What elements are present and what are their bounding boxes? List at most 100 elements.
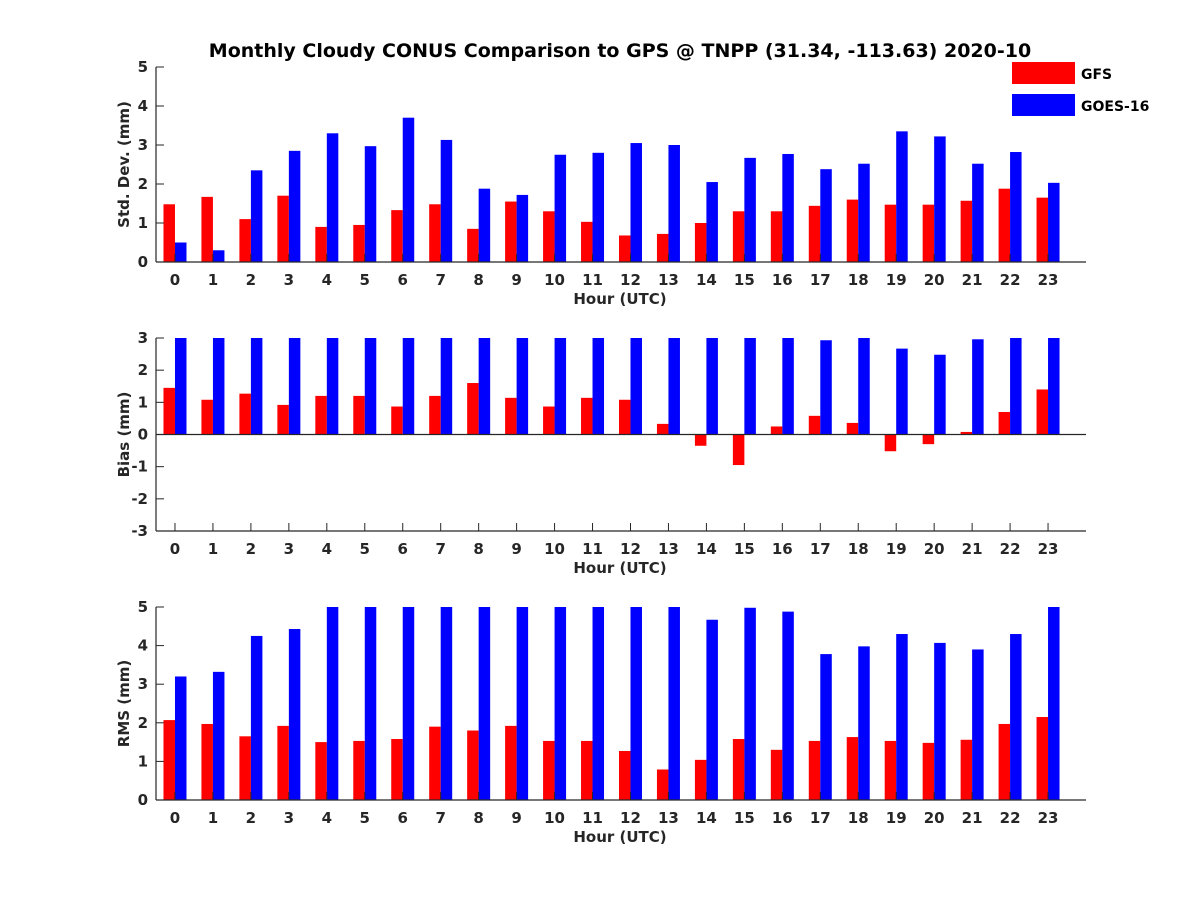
- bar-gfs-22: [998, 411, 1011, 435]
- bar-goes-16-14: [706, 619, 718, 800]
- bar-goes-16-21: [972, 339, 984, 435]
- x-tick-label: 19: [886, 540, 907, 558]
- x-tick-label: 14: [696, 809, 717, 827]
- x-tick-label: 21: [962, 809, 983, 827]
- legend-swatch-goes-16: [1012, 94, 1075, 116]
- y-tick-label: -2: [131, 490, 148, 508]
- bar-gfs-21: [960, 739, 973, 800]
- bar-gfs-8: [467, 228, 479, 262]
- bar-gfs-5: [353, 395, 365, 435]
- bar-goes-16-15: [744, 338, 756, 435]
- legend: GFS GOES-16: [1012, 62, 1149, 116]
- bar-goes-16-22: [1010, 152, 1022, 262]
- bar-gfs-9: [505, 397, 517, 435]
- bar-goes-16-10: [554, 338, 567, 435]
- bar-goes-16-7: [440, 338, 453, 435]
- x-tick-label: 5: [360, 271, 370, 289]
- y-tick-label: 5: [138, 58, 148, 76]
- bar-gfs-1: [201, 723, 213, 800]
- x-tick-label: 3: [284, 271, 294, 289]
- x-tick-label: 17: [810, 271, 831, 289]
- x-tick-label: 10: [544, 809, 565, 827]
- bar-goes-16-21: [972, 163, 984, 262]
- bar-goes-16-17: [820, 169, 832, 262]
- bar-gfs-18: [846, 737, 859, 800]
- bar-gfs-0: [163, 387, 175, 435]
- x-tick-label: 20: [924, 271, 945, 289]
- y-tick-label: 1: [138, 752, 148, 770]
- bar-goes-16-22: [1010, 634, 1022, 800]
- bar-goes-16-4: [326, 338, 339, 435]
- x-tick-label: 2: [246, 809, 256, 827]
- x-tick-label: 8: [473, 271, 483, 289]
- x-tick-label: 6: [398, 540, 408, 558]
- x-tick-label: 21: [962, 540, 983, 558]
- bar-goes-16-9: [516, 338, 529, 435]
- bar-goes-16-21: [972, 649, 984, 800]
- bar-goes-16-3: [288, 338, 301, 435]
- bar-gfs-6: [391, 406, 403, 435]
- bar-gfs-2: [239, 736, 251, 800]
- y-tick-label: 4: [138, 97, 148, 115]
- bar-goes-16-20: [934, 136, 946, 262]
- bar-goes-16-12: [630, 607, 642, 800]
- bar-gfs-15: [732, 434, 745, 466]
- x-tick-label: 9: [511, 809, 521, 827]
- x-tick-label: 22: [1000, 271, 1021, 289]
- x-tick-label: 23: [1038, 271, 1059, 289]
- x-tick-label: 15: [734, 540, 755, 558]
- x-tick-label: 11: [582, 540, 603, 558]
- y-tick-label: 1: [138, 214, 148, 232]
- bar-goes-16-5: [364, 338, 377, 435]
- bar-gfs-13: [656, 769, 669, 800]
- bar-goes-16-2: [250, 170, 263, 262]
- bar-gfs-18: [846, 422, 859, 435]
- bar-goes-16-23: [1048, 182, 1060, 262]
- bar-goes-16-0: [174, 676, 187, 800]
- x-tick-label: 16: [772, 540, 793, 558]
- bar-gfs-12: [618, 235, 631, 262]
- x-tick-label: 18: [848, 809, 869, 827]
- bar-goes-16-5: [364, 607, 377, 800]
- bar-gfs-22: [998, 723, 1011, 800]
- x-tick-label: 12: [620, 809, 641, 827]
- x-tick-label: 23: [1038, 809, 1059, 827]
- x-tick-label: 22: [1000, 809, 1021, 827]
- bar-goes-16-8: [478, 607, 491, 800]
- x-tick-label: 9: [511, 271, 521, 289]
- bar-gfs-11: [581, 397, 593, 435]
- x-tick-label: 5: [360, 809, 370, 827]
- x-tick-label: 0: [170, 540, 180, 558]
- bar-goes-16-11: [592, 338, 605, 435]
- bar-gfs-4: [315, 395, 327, 435]
- x-tick-label: 21: [962, 271, 983, 289]
- bar-gfs-11: [581, 221, 593, 262]
- x-tick-label: 4: [322, 271, 332, 289]
- bar-goes-16-13: [668, 145, 680, 262]
- bar-gfs-14: [694, 434, 707, 446]
- bar-gfs-3: [277, 404, 289, 435]
- x-tick-label: 20: [924, 540, 945, 558]
- legend-label: GOES-16: [1081, 99, 1149, 115]
- bar-goes-16-22: [1010, 338, 1022, 435]
- x-tick-label: 3: [284, 809, 294, 827]
- x-tick-label: 2: [246, 271, 256, 289]
- bar-gfs-12: [618, 750, 631, 800]
- bar-gfs-17: [808, 740, 821, 800]
- bar-goes-16-14: [706, 338, 718, 435]
- bar-goes-16-16: [782, 611, 794, 800]
- bar-goes-16-1: [212, 338, 225, 435]
- x-tick-label: 11: [582, 271, 603, 289]
- bar-goes-16-7: [440, 139, 453, 262]
- x-tick-label: 7: [435, 271, 445, 289]
- bar-gfs-10: [543, 406, 555, 435]
- x-axis-label: Hour (UTC): [573, 559, 666, 577]
- bar-gfs-20: [922, 742, 935, 800]
- bar-gfs-3: [277, 725, 289, 800]
- y-tick-label: 3: [138, 329, 148, 347]
